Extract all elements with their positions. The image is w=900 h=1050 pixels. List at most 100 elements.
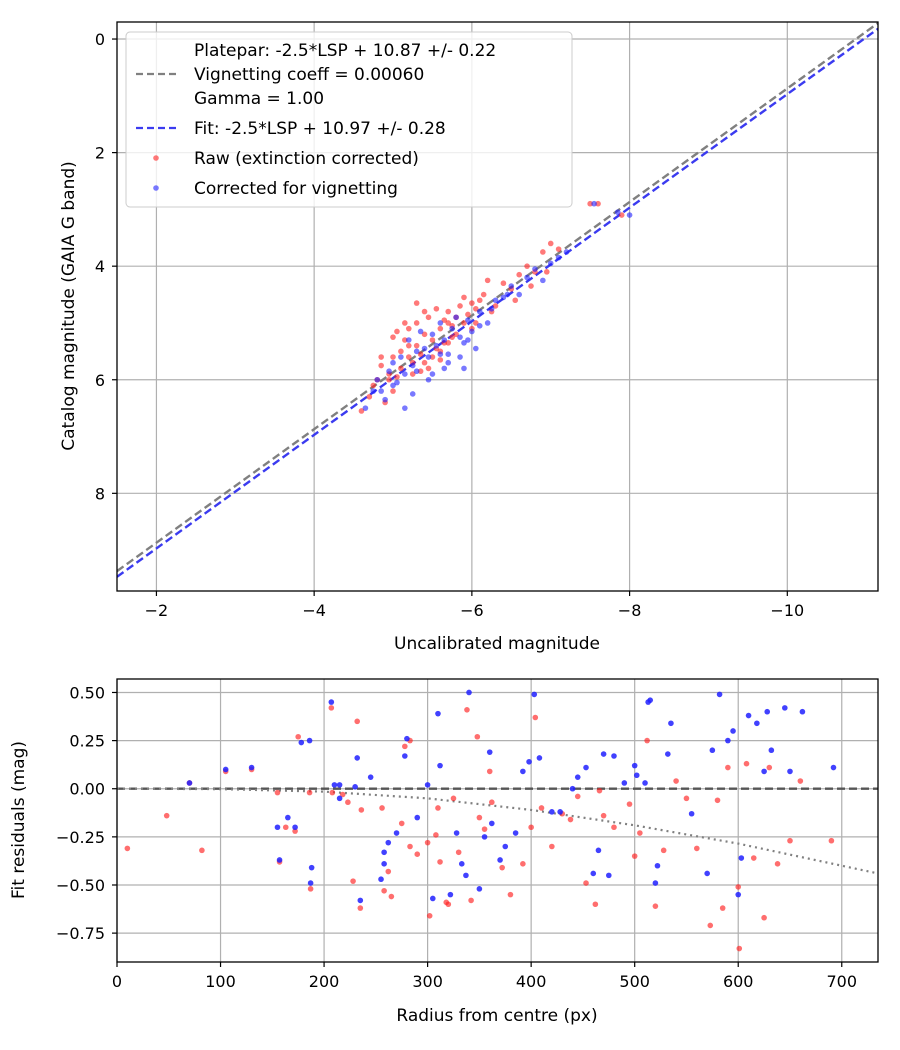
corrected-residual-point (393, 830, 400, 836)
corrected-point (421, 345, 428, 352)
corrected-point (473, 345, 479, 352)
legend-corrected-marker (153, 185, 159, 191)
corrected-point (362, 405, 369, 411)
top-x-tick-label: −6 (460, 601, 484, 620)
raw-residual-point (637, 830, 643, 836)
raw-point (512, 297, 519, 304)
corrected-residual-point (357, 897, 364, 904)
raw-point (457, 303, 463, 309)
raw-residual-point (611, 824, 617, 831)
raw-residual-point (464, 707, 470, 713)
corrected-point (476, 308, 483, 315)
corrected-residual-point (435, 710, 441, 717)
raw-point (429, 337, 436, 343)
raw-point (398, 348, 404, 355)
corrected-point (402, 405, 408, 411)
corrected-point (555, 254, 562, 261)
raw-point (449, 334, 455, 340)
corrected-residual-point (336, 782, 343, 788)
top-y-tick-label: 0 (95, 30, 105, 49)
corrected-point (433, 342, 440, 349)
bottom-plot: 0 100 200 300 400 500 600 700 0.50 0.25 0.00 −0.25 −… (9, 678, 879, 1026)
corrected-residual-point (367, 774, 374, 780)
raw-residual-point (743, 760, 750, 767)
corrected-residual-point (476, 886, 483, 892)
raw-point (390, 388, 396, 394)
raw-point (469, 300, 475, 306)
corrected-residual-point (830, 764, 837, 771)
corrected-point (441, 365, 448, 372)
corrected-point (394, 379, 400, 386)
corrected-point (437, 351, 444, 358)
corrected-residual-point (466, 689, 472, 696)
bottom-y-tick-label: 0.50 (69, 683, 105, 702)
raw-residual-point (329, 789, 336, 796)
raw-residual-point (398, 820, 405, 827)
raw-point (417, 351, 424, 358)
corrected-point (492, 297, 499, 304)
corrected-point (382, 396, 388, 403)
legend-box (125, 31, 573, 208)
raw-residual-point (583, 880, 589, 886)
corrected-point (402, 371, 408, 377)
raw-residual-point (443, 899, 450, 906)
raw-point (405, 354, 412, 360)
raw-point (445, 308, 452, 315)
raw-point (540, 249, 546, 255)
raw-residual-point (652, 903, 659, 909)
corrected-point (591, 200, 597, 207)
raw-point (618, 212, 625, 218)
raw-point (453, 331, 459, 338)
corrected-point (461, 340, 467, 346)
top-ticks: −2 −4 −6 −8 −10 0 2 4 6 8 (95, 30, 804, 620)
raw-point (555, 246, 562, 252)
corrected-residual-point (735, 891, 742, 898)
top-x-tick-label: −2 (145, 601, 169, 620)
raw-residual-point (489, 799, 495, 806)
raw-point (429, 354, 436, 360)
corrected-point (540, 277, 546, 284)
raw-residual-point (499, 864, 505, 871)
raw-point (402, 337, 408, 343)
raw-residual-point (388, 893, 395, 900)
corrected-point (425, 376, 432, 383)
raw-residual-point (306, 789, 313, 796)
corrected-residual-point (668, 720, 674, 727)
bottom-x-tick-label: 600 (723, 972, 754, 991)
corrected-residual-point (725, 737, 731, 744)
raw-residual-point (787, 837, 793, 844)
raw-point (425, 365, 432, 372)
corrected-residual-point (764, 708, 771, 715)
raw-point (413, 342, 420, 349)
raw-residual-point (714, 797, 721, 804)
corrected-point (429, 331, 436, 338)
raw-point (480, 291, 487, 298)
corrected-residual-point (402, 753, 408, 759)
top-fit-lines (117, 22, 878, 578)
raw-residual-point (766, 764, 773, 771)
bottom-y-tick-label: 0.25 (69, 732, 105, 751)
corrected-residual-point (569, 785, 576, 792)
corrected-residual-point (606, 872, 612, 879)
corrected-point (441, 337, 448, 343)
raw-residual-point (307, 886, 314, 892)
raw-residual-point (631, 853, 638, 859)
raw-residual-point (707, 922, 714, 929)
legend-fit-label: Fit: -2.5*LSP + 10.97 +/- 0.28 (194, 119, 446, 139)
corrected-point (488, 305, 495, 312)
corrected-point (445, 359, 452, 366)
raw-residual-point (761, 914, 767, 921)
corrected-residual-point (654, 862, 661, 869)
raw-point (587, 200, 593, 207)
raw-residual-point (163, 812, 170, 819)
raw-residual-point (402, 743, 408, 750)
legend-raw-marker (153, 155, 159, 161)
corrected-residual-point (463, 872, 469, 879)
raw-point (484, 277, 491, 284)
corrected-residual-point (799, 708, 806, 715)
raw-point (358, 408, 365, 414)
top-x-tick-label: −10 (770, 601, 804, 620)
corrected-point (425, 354, 432, 360)
raw-residual-point (357, 905, 364, 911)
raw-point (402, 320, 408, 326)
